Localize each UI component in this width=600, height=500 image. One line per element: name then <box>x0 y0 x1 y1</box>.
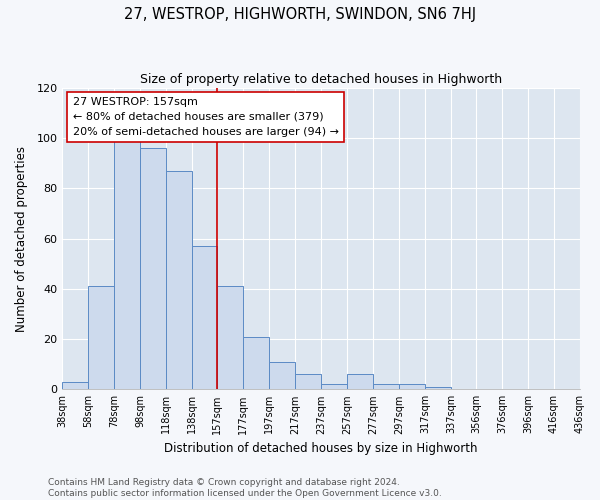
Bar <box>425 387 451 390</box>
Text: 27, WESTROP, HIGHWORTH, SWINDON, SN6 7HJ: 27, WESTROP, HIGHWORTH, SWINDON, SN6 7HJ <box>124 8 476 22</box>
Bar <box>217 286 243 390</box>
Bar <box>399 384 425 390</box>
Bar <box>115 141 140 390</box>
Bar <box>193 246 217 390</box>
Text: 27 WESTROP: 157sqm
← 80% of detached houses are smaller (379)
20% of semi-detach: 27 WESTROP: 157sqm ← 80% of detached hou… <box>73 97 338 136</box>
Bar <box>166 171 193 390</box>
X-axis label: Distribution of detached houses by size in Highworth: Distribution of detached houses by size … <box>164 442 478 455</box>
Bar <box>321 384 347 390</box>
Text: Contains HM Land Registry data © Crown copyright and database right 2024.
Contai: Contains HM Land Registry data © Crown c… <box>48 478 442 498</box>
Bar <box>62 382 88 390</box>
Bar <box>295 374 321 390</box>
Bar <box>347 374 373 390</box>
Y-axis label: Number of detached properties: Number of detached properties <box>15 146 28 332</box>
Bar <box>269 362 295 390</box>
Title: Size of property relative to detached houses in Highworth: Size of property relative to detached ho… <box>140 72 502 86</box>
Bar <box>243 336 269 390</box>
Bar <box>140 148 166 390</box>
Bar <box>373 384 399 390</box>
Bar <box>88 286 115 390</box>
